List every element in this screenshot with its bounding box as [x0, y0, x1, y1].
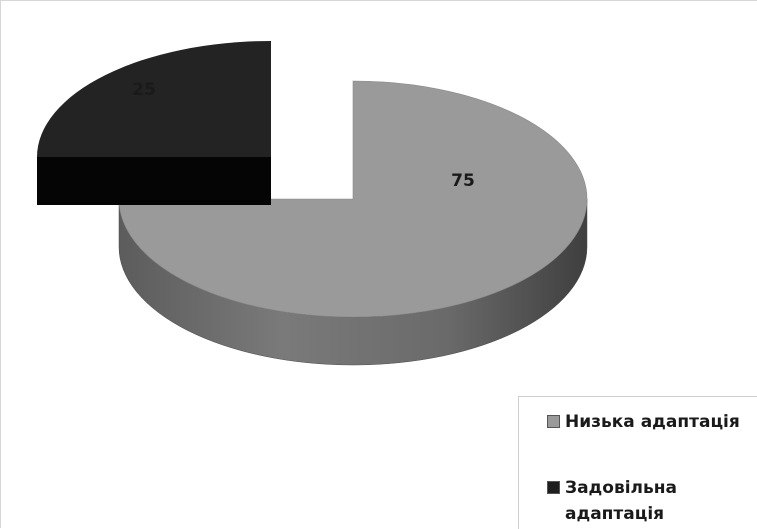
legend-swatch-satisfactory-adaptation [547, 481, 560, 494]
pie-slice-low-adaptation [118, 80, 588, 318]
legend-item-satisfactory-adaptation: Задовільна адаптація [547, 475, 750, 527]
legend-swatch-low-adaptation [547, 415, 560, 428]
pie-slice-satisfactory-adaptation [37, 41, 271, 157]
legend: Низька адаптація Задовільна адаптація [518, 396, 757, 529]
legend-label-low-adaptation: Низька адаптація [565, 412, 740, 432]
data-label-low-adaptation: 75 [451, 171, 475, 191]
data-label-satisfactory-adaptation: 25 [132, 80, 156, 100]
legend-item-low-adaptation: Низька адаптація [547, 409, 750, 435]
pie-side-satisfactory-adaptation [37, 157, 271, 205]
legend-label-satisfactory-adaptation: Задовільна адаптація [565, 478, 677, 524]
